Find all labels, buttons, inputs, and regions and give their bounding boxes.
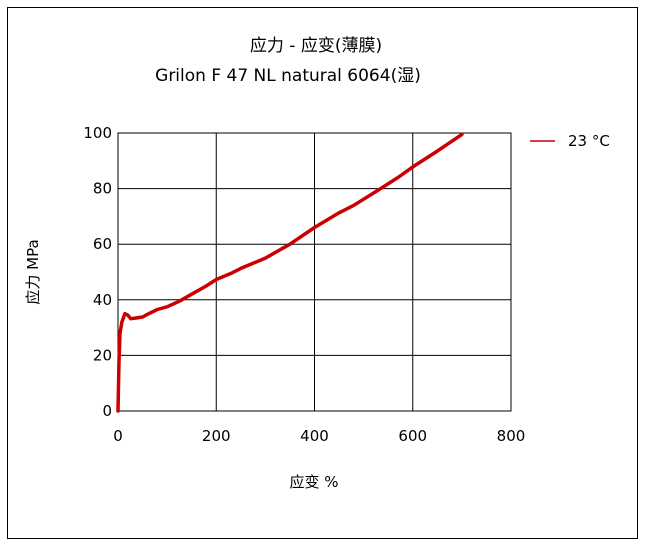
series-line-0 <box>116 132 464 413</box>
y-tick-label: 60 <box>93 235 112 253</box>
y-tick-labels: 0 20 40 60 80 100 <box>83 124 112 420</box>
y-tick-label: 0 <box>102 402 112 420</box>
series-layer <box>116 132 464 413</box>
legend: 23 °C <box>530 132 610 150</box>
chart-frame <box>7 7 638 539</box>
y-tick-label: 40 <box>93 291 112 309</box>
y-tick-label: 20 <box>93 346 112 364</box>
y-axis-label: 应力 MPa <box>24 239 42 304</box>
grid <box>117 132 512 412</box>
x-tick-labels: 0 200 400 600 800 <box>113 427 525 445</box>
chart-title: 应力 - 应变(薄膜) <box>250 36 382 56</box>
x-axis-label: 应变 % <box>289 473 338 491</box>
x-tick-label: 800 <box>497 427 526 445</box>
y-tick-label: 100 <box>83 124 112 142</box>
x-tick-label: 0 <box>113 427 123 445</box>
y-tick-label: 80 <box>93 180 112 198</box>
x-tick-label: 200 <box>202 427 231 445</box>
chart-subtitle: Grilon F 47 NL natural 6064(湿) <box>155 66 421 86</box>
x-tick-label: 400 <box>300 427 329 445</box>
legend-label-23c: 23 °C <box>568 132 610 150</box>
plot-area-border <box>117 132 512 412</box>
x-tick-label: 600 <box>398 427 427 445</box>
